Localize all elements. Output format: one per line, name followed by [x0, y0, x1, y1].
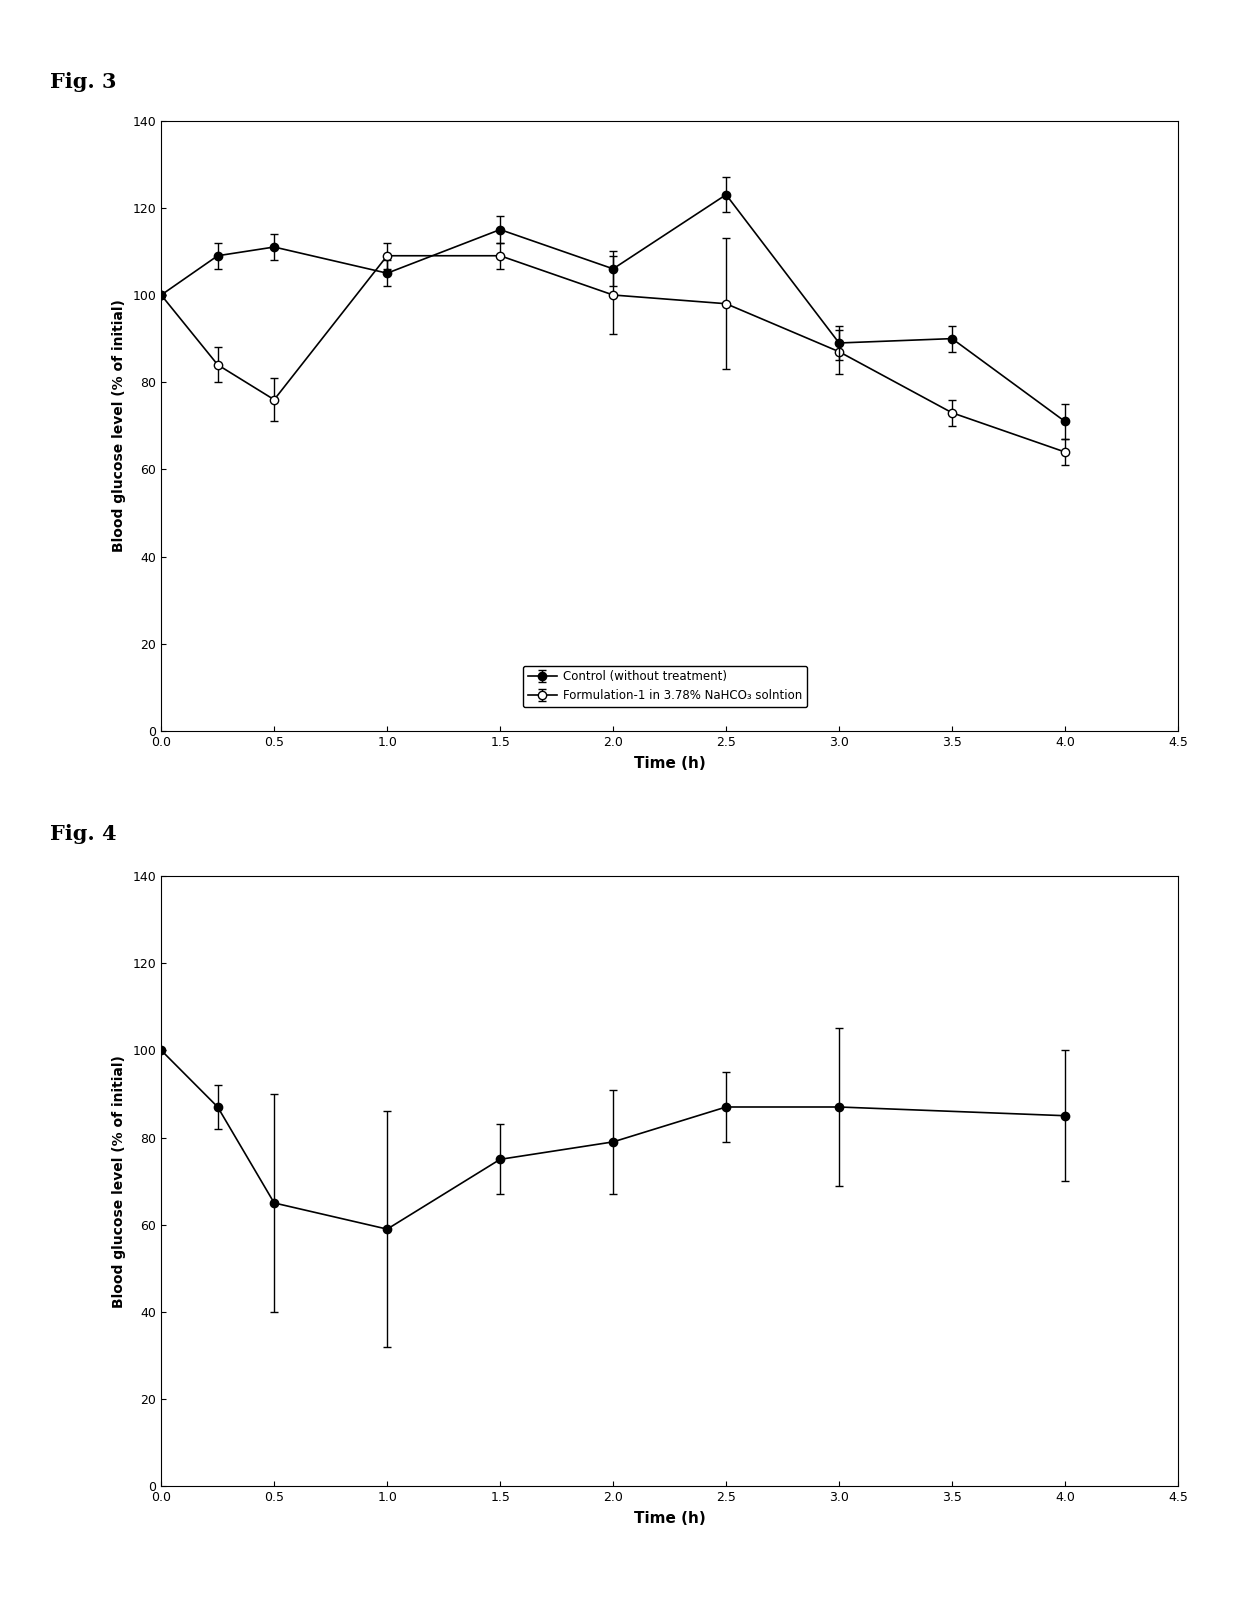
Y-axis label: Blood glucose level (% of initial): Blood glucose level (% of initial) — [112, 1054, 125, 1308]
X-axis label: Time (h): Time (h) — [634, 1511, 706, 1527]
X-axis label: Time (h): Time (h) — [634, 755, 706, 771]
Text: Fig. 3: Fig. 3 — [50, 72, 117, 92]
Y-axis label: Blood glucose level (% of initial): Blood glucose level (% of initial) — [112, 299, 125, 553]
Legend: Control (without treatment), Formulation-1 in 3.78% NaHCO₃ solntion: Control (without treatment), Formulation… — [523, 665, 807, 707]
Text: Fig. 4: Fig. 4 — [50, 824, 117, 844]
